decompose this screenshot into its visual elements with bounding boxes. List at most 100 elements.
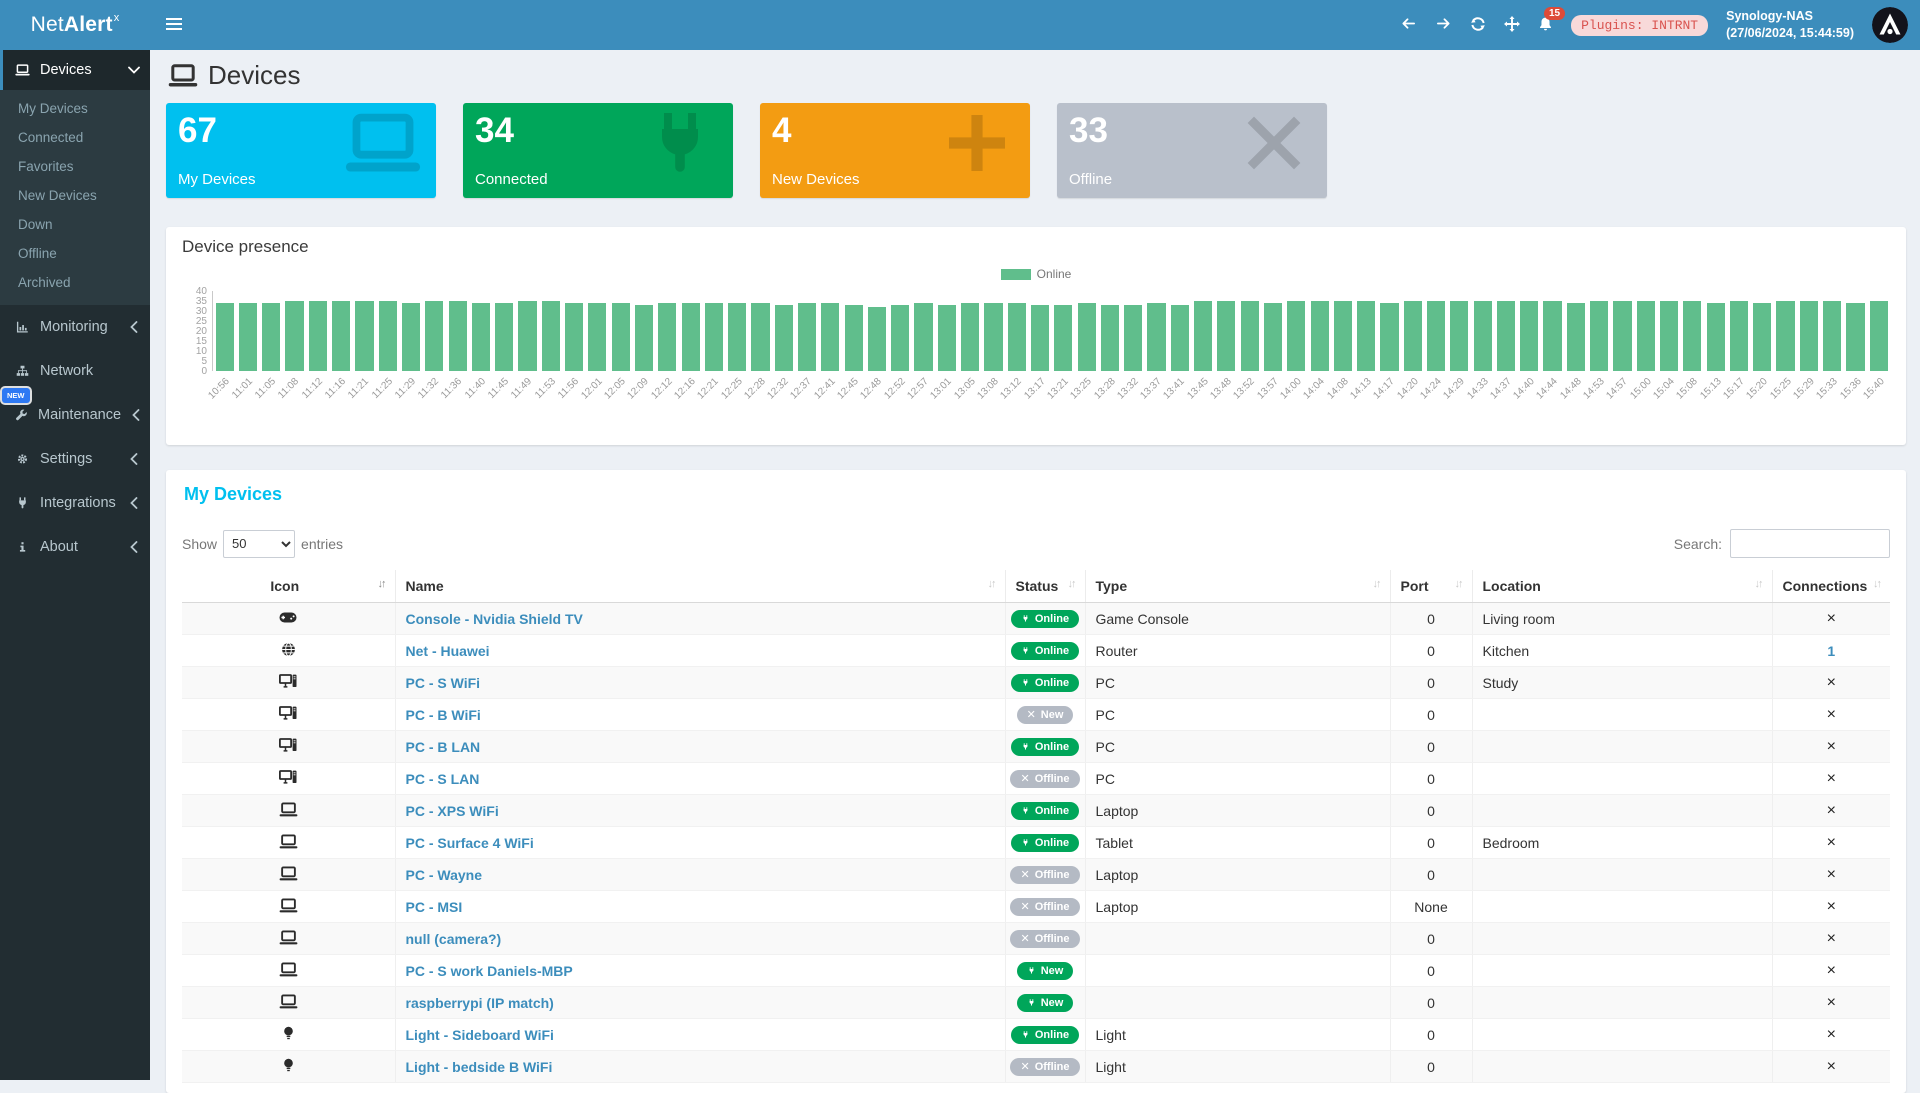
desktop-icon <box>279 770 297 784</box>
lightbulb-icon <box>283 1026 294 1041</box>
card-new-devices[interactable]: 4 New Devices <box>760 103 1030 198</box>
sidebar-item-label: Maintenance <box>38 407 121 423</box>
sidebar-subitem-my-devices[interactable]: My Devices <box>0 94 150 123</box>
column-header-type[interactable]: Type↓↑ <box>1085 570 1390 603</box>
status-label: Offline <box>1035 869 1070 881</box>
chart-x-axis: 10:56 11:01 11:05 11:08 11:12 11:16 11:2… <box>212 371 1890 417</box>
device-name-link[interactable]: PC - MSI <box>406 899 463 915</box>
device-name-link[interactable]: PC - S LAN <box>406 771 480 787</box>
no-connections-mark: × <box>1827 898 1836 915</box>
info-icon <box>14 541 31 553</box>
device-name-link[interactable]: PC - Wayne <box>406 867 483 883</box>
search-input[interactable] <box>1730 529 1890 558</box>
sort-icon[interactable]: ↓↑ <box>1373 578 1380 590</box>
entries-label: entries <box>301 536 343 552</box>
sort-icon[interactable]: ↓↑ <box>1873 578 1880 590</box>
status-badge: ✕ Offline <box>1010 898 1079 916</box>
sidebar-item-network[interactable]: Network <box>0 349 150 393</box>
device-name-link[interactable]: Console - Nvidia Shield TV <box>406 611 583 627</box>
sidebar-toggle-button[interactable] <box>150 3 198 48</box>
desktop-icon <box>279 706 297 720</box>
chart-bar <box>982 303 1005 371</box>
status-label: New <box>1041 997 1064 1009</box>
sidebar-item-about[interactable]: About <box>0 525 150 569</box>
column-header-icon[interactable]: Icon↓↑ <box>182 570 395 603</box>
sidebar-item-settings[interactable]: Settings <box>0 437 150 481</box>
column-header-port[interactable]: Port↓↑ <box>1390 570 1472 603</box>
sidebar-item-label: Monitoring <box>40 319 116 335</box>
status-label: Offline <box>1035 901 1070 913</box>
chart-bar <box>1541 301 1564 371</box>
card-connected[interactable]: 34 Connected <box>463 103 733 198</box>
sidebar-item-label: Settings <box>40 451 116 467</box>
sort-icon[interactable]: ↓↑ <box>1068 578 1075 590</box>
device-name-link[interactable]: PC - XPS WiFi <box>406 803 499 819</box>
chart-bar <box>516 301 539 371</box>
sidebar-item-devices[interactable]: Devices <box>0 50 150 90</box>
sidebar-subitem-connected[interactable]: Connected <box>0 123 150 152</box>
sidebar-item-integrations[interactable]: Integrations <box>0 481 150 525</box>
table-row: PC - MSI ✕ Offline Laptop None × <box>182 891 1890 923</box>
device-location <box>1472 731 1772 763</box>
sort-icon[interactable]: ↓↑ <box>1455 578 1462 590</box>
column-header-name[interactable]: Name↓↑ <box>395 570 1005 603</box>
sidebar-subitem-new-devices[interactable]: New Devices <box>0 181 150 210</box>
chart-bar <box>283 301 306 371</box>
device-port: 0 <box>1390 859 1472 891</box>
table-row: PC - B WiFi ✕ New PC 0 × <box>182 699 1890 731</box>
table-row: PC - Surface 4 WiFi Online Tablet 0 Bedr… <box>182 827 1890 859</box>
column-header-connections[interactable]: Connections↓↑ <box>1772 570 1890 603</box>
new-feature-badge: NEW <box>2 388 30 403</box>
device-name-link[interactable]: PC - S WiFi <box>406 675 481 691</box>
column-header-status[interactable]: Status↓↑ <box>1005 570 1085 603</box>
desktop-icon <box>279 738 297 752</box>
device-name-link[interactable]: null (camera?) <box>406 931 502 947</box>
sidebar-subitem-archived[interactable]: Archived <box>0 268 150 297</box>
page-length-select[interactable]: 50 <box>223 530 295 558</box>
x-icon: ✕ <box>1020 870 1029 881</box>
device-port: 0 <box>1390 827 1472 859</box>
plug-icon <box>1021 743 1030 750</box>
device-name-link[interactable]: PC - B WiFi <box>406 707 481 723</box>
sidebar-subitem-offline[interactable]: Offline <box>0 239 150 268</box>
laptop-icon <box>279 834 298 849</box>
column-header-location[interactable]: Location↓↑ <box>1472 570 1772 603</box>
chart-bar <box>1588 301 1611 371</box>
status-badge: Online <box>1011 802 1079 820</box>
nav-back-icon[interactable] <box>1400 16 1417 34</box>
device-name-link[interactable]: PC - S work Daniels-MBP <box>406 963 573 979</box>
sidebar-item-maintenance[interactable]: NEW Maintenance <box>0 393 150 437</box>
device-name-link[interactable]: PC - Surface 4 WiFi <box>406 835 534 851</box>
user-avatar[interactable] <box>1872 7 1908 43</box>
sidebar-subitem-favorites[interactable]: Favorites <box>0 152 150 181</box>
search-label: Search: <box>1674 536 1722 552</box>
fullscreen-move-icon[interactable] <box>1504 16 1520 35</box>
device-name-link[interactable]: Light - Sideboard WiFi <box>406 1027 554 1043</box>
status-label: Offline <box>1035 933 1070 945</box>
card-offline[interactable]: 33 Offline <box>1057 103 1327 198</box>
chart-bar <box>1751 303 1774 371</box>
device-name-link[interactable]: PC - B LAN <box>406 739 481 755</box>
sort-icon[interactable]: ↓↑ <box>988 578 995 590</box>
chart-bar <box>819 303 842 371</box>
status-badge: ✕ Offline <box>1010 770 1079 788</box>
chart-bar <box>1634 301 1657 371</box>
refresh-icon[interactable] <box>1470 16 1486 35</box>
nav-forward-icon[interactable] <box>1435 16 1452 34</box>
sort-icon[interactable]: ↓↑ <box>1755 578 1762 590</box>
device-name-link[interactable]: raspberrypi (IP match) <box>406 995 554 1011</box>
card-my-devices[interactable]: 67 My Devices <box>166 103 436 198</box>
notifications-button[interactable]: 15 <box>1538 16 1553 35</box>
connections-count-link[interactable]: 1 <box>1827 643 1835 659</box>
sidebar-item-monitoring[interactable]: Monitoring <box>0 305 150 349</box>
chart-bar <box>1401 301 1424 371</box>
plugins-status-badge[interactable]: Plugins: INTRNT <box>1571 15 1708 36</box>
sidebar-subitem-down[interactable]: Down <box>0 210 150 239</box>
device-name-link[interactable]: Net - Huawei <box>406 643 490 659</box>
sort-icon[interactable]: ↓↑ <box>378 578 385 590</box>
device-name-link[interactable]: Light - bedside B WiFi <box>406 1059 553 1075</box>
no-connections-mark: × <box>1827 770 1836 787</box>
no-connections-mark: × <box>1827 706 1836 723</box>
